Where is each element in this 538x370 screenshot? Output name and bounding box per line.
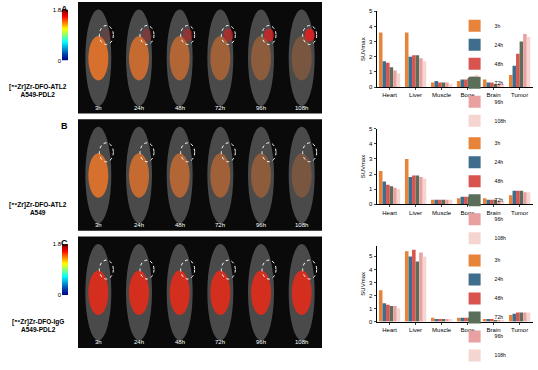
svg-text:1: 1 xyxy=(369,186,373,192)
svg-text:5: 5 xyxy=(369,8,373,14)
svg-text:Bone: Bone xyxy=(460,326,475,333)
svg-text:1: 1 xyxy=(369,306,373,312)
svg-text:0: 0 xyxy=(58,58,62,64)
svg-text:3: 3 xyxy=(369,156,373,162)
svg-text:Tumor: Tumor xyxy=(511,210,528,216)
svg-text:Muscle: Muscle xyxy=(432,210,452,216)
svg-text:Muscle: Muscle xyxy=(432,327,452,333)
svg-text:[⁸⁹Zr]Zr-DFO-IgGA549-PDL2: [⁸⁹Zr]Zr-DFO-IgGA549-PDL2 xyxy=(12,318,64,333)
svg-text:108h: 108h xyxy=(295,222,308,228)
svg-text:B: B xyxy=(61,121,68,131)
svg-text:24h: 24h xyxy=(495,42,504,48)
svg-text:Bone: Bone xyxy=(460,92,475,99)
svg-text:96h: 96h xyxy=(495,333,504,339)
svg-text:SUVmax: SUVmax xyxy=(360,155,366,179)
svg-text:4: 4 xyxy=(369,141,373,147)
svg-text:[⁸⁹Zr]Zr-DFO-ATL2A549-PDL2: [⁸⁹Zr]Zr-DFO-ATL2A549-PDL2 xyxy=(9,83,67,98)
svg-text:3h: 3h xyxy=(95,339,102,345)
svg-text:72h: 72h xyxy=(495,197,504,203)
svg-text:72h: 72h xyxy=(495,314,504,320)
svg-text:Heart: Heart xyxy=(382,210,397,216)
svg-text:2: 2 xyxy=(369,293,373,299)
svg-text:Liver: Liver xyxy=(409,210,422,216)
svg-text:108h: 108h xyxy=(495,235,506,241)
svg-text:108h: 108h xyxy=(495,118,506,124)
svg-text:Heart: Heart xyxy=(382,92,397,98)
svg-text:SUVmax: SUVmax xyxy=(360,272,366,296)
svg-text:0: 0 xyxy=(369,201,373,207)
svg-text:[⁸⁹Zr]Zr-DFO-ATL2A549: [⁸⁹Zr]Zr-DFO-ATL2A549 xyxy=(9,201,67,216)
svg-text:Muscle: Muscle xyxy=(432,92,452,98)
svg-text:108h: 108h xyxy=(295,339,308,345)
svg-text:96h: 96h xyxy=(256,222,266,228)
svg-text:3h: 3h xyxy=(495,140,501,146)
svg-text:Tumor: Tumor xyxy=(511,327,528,333)
svg-text:4: 4 xyxy=(369,267,373,273)
svg-text:A: A xyxy=(61,4,68,14)
svg-text:72h: 72h xyxy=(215,339,225,345)
svg-text:Liver: Liver xyxy=(409,92,422,98)
svg-text:1.8: 1.8 xyxy=(53,7,62,13)
svg-text:Brain: Brain xyxy=(487,210,501,216)
svg-text:0: 0 xyxy=(369,84,373,90)
svg-text:Bone: Bone xyxy=(460,209,475,216)
svg-text:96h: 96h xyxy=(256,105,266,111)
svg-text:3h: 3h xyxy=(95,222,102,228)
svg-text:24h: 24h xyxy=(134,105,144,111)
svg-text:72h: 72h xyxy=(215,222,225,228)
svg-text:0: 0 xyxy=(58,292,62,298)
svg-text:24h: 24h xyxy=(495,159,504,165)
svg-text:24h: 24h xyxy=(134,339,144,345)
svg-text:96h: 96h xyxy=(495,99,504,105)
svg-text:5: 5 xyxy=(369,126,373,132)
svg-text:48h: 48h xyxy=(175,105,185,111)
svg-text:Brain: Brain xyxy=(487,327,501,333)
svg-text:48h: 48h xyxy=(175,222,185,228)
svg-text:48h: 48h xyxy=(495,178,504,184)
svg-text:3h: 3h xyxy=(495,257,501,263)
svg-text:24h: 24h xyxy=(495,276,504,282)
svg-text:4: 4 xyxy=(369,24,373,30)
svg-text:1: 1 xyxy=(369,69,373,75)
svg-text:48h: 48h xyxy=(175,339,185,345)
svg-text:72h: 72h xyxy=(215,105,225,111)
svg-text:2: 2 xyxy=(369,171,373,177)
svg-text:1.8: 1.8 xyxy=(53,241,62,247)
svg-text:96h: 96h xyxy=(256,339,266,345)
svg-text:0: 0 xyxy=(369,319,373,325)
svg-text:Liver: Liver xyxy=(409,327,422,333)
svg-text:96h: 96h xyxy=(495,216,504,222)
svg-text:24h: 24h xyxy=(134,222,144,228)
svg-text:5: 5 xyxy=(369,253,373,259)
svg-text:72h: 72h xyxy=(495,80,504,86)
svg-text:3: 3 xyxy=(369,39,373,45)
svg-text:3h: 3h xyxy=(495,23,501,29)
svg-text:108h: 108h xyxy=(495,352,506,358)
svg-text:Brain: Brain xyxy=(487,92,501,98)
svg-text:SUVmax: SUVmax xyxy=(360,37,366,61)
svg-text:48h: 48h xyxy=(495,295,504,301)
svg-text:108h: 108h xyxy=(295,105,308,111)
svg-text:3h: 3h xyxy=(95,105,102,111)
svg-text:2: 2 xyxy=(369,54,373,60)
svg-text:48h: 48h xyxy=(495,61,504,67)
svg-text:C: C xyxy=(61,238,68,248)
svg-text:Heart: Heart xyxy=(382,327,397,333)
svg-text:Tumor: Tumor xyxy=(511,92,528,98)
svg-text:3: 3 xyxy=(369,280,373,286)
